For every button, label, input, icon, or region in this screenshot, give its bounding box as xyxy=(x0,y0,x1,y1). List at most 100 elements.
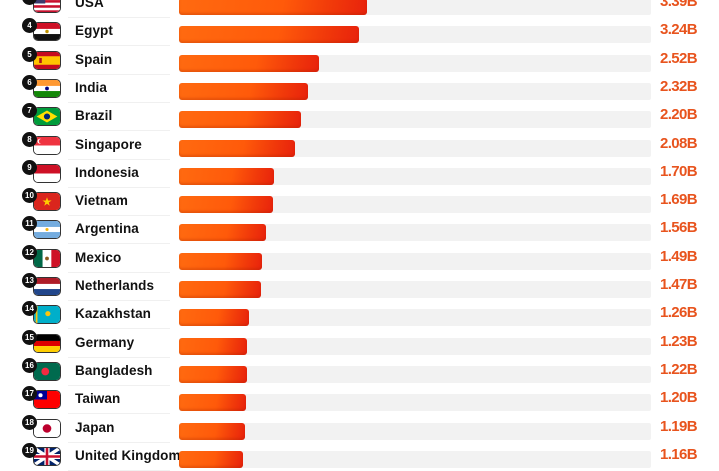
bar xyxy=(179,337,247,355)
row-divider xyxy=(68,158,170,160)
rank-badge: 16 xyxy=(22,357,37,373)
bar xyxy=(179,54,319,72)
bar xyxy=(179,196,273,214)
rank-badge: 13 xyxy=(22,273,37,288)
category-label: Vietnam xyxy=(75,193,128,209)
bar-track xyxy=(179,450,651,468)
chart-row: 3 USA 3.39B xyxy=(0,0,719,18)
spain-flag-icon xyxy=(33,50,61,70)
row-divider xyxy=(68,17,170,18)
bar xyxy=(179,82,308,100)
value-label: 1.26B xyxy=(660,304,698,322)
bar xyxy=(179,309,249,327)
rank-badge: 8 xyxy=(22,131,37,147)
row-divider xyxy=(68,215,170,217)
bar-track xyxy=(179,337,651,355)
bar xyxy=(179,224,266,242)
value-label: 1.19B xyxy=(660,417,698,435)
chart-row: 5 Spain 2.52B xyxy=(0,46,719,75)
bar xyxy=(179,139,295,157)
bar-track xyxy=(179,224,651,242)
category-label: Singapore xyxy=(75,136,142,152)
row-divider xyxy=(68,45,170,47)
rank-badge: 12 xyxy=(22,244,37,260)
value-label: 2.52B xyxy=(660,49,698,67)
chart-row: 8 Singapore 2.08B xyxy=(0,131,719,160)
uk-flag-icon xyxy=(33,446,61,466)
rank-badge: 17 xyxy=(22,386,37,402)
value-label: 1.49B xyxy=(660,247,698,265)
bar xyxy=(179,26,359,44)
category-label: Egypt xyxy=(75,23,114,39)
chart-row: 4 Egypt 3.24B xyxy=(0,18,719,47)
value-label: 1.56B xyxy=(660,219,698,237)
category-label: Japan xyxy=(75,419,115,435)
netherlands-flag-icon xyxy=(33,277,61,296)
chart-row: 17 Taiwan 1.20B xyxy=(0,386,719,415)
mexico-flag-icon xyxy=(33,248,61,268)
category-label: Mexico xyxy=(75,249,122,265)
taiwan-flag-icon xyxy=(33,390,61,410)
category-label: Spain xyxy=(75,51,113,67)
india-flag-icon xyxy=(33,78,61,98)
bar-track xyxy=(179,422,651,440)
category-label: India xyxy=(75,79,108,95)
kazakhstan-flag-icon xyxy=(33,305,61,325)
value-label: 1.22B xyxy=(660,360,698,378)
rank-badge: 19 xyxy=(22,442,37,458)
row-divider xyxy=(68,130,170,132)
bar-track xyxy=(179,196,651,214)
chart-row: 10 Vietnam 1.69B xyxy=(0,188,719,217)
chart-row: 13 Netherlands 1.47B xyxy=(0,273,719,301)
row-divider xyxy=(68,73,170,75)
category-label: Taiwan xyxy=(75,391,121,407)
rank-badge: 11 xyxy=(22,216,37,232)
bar xyxy=(179,252,262,270)
chart-row: 19 United Kingdom 1.16B xyxy=(0,442,719,471)
row-divider xyxy=(68,101,170,103)
rank-badge: 7 xyxy=(22,103,37,119)
chart-row: 15 Germany 1.23B xyxy=(0,329,719,358)
bar-track xyxy=(179,365,651,383)
egypt-flag-icon xyxy=(33,22,61,42)
bar xyxy=(179,394,246,412)
chart-row: 14 Kazakhstan 1.26B xyxy=(0,301,719,330)
value-label: 1.70B xyxy=(660,162,698,180)
chart-row: 6 India 2.32B xyxy=(0,74,719,103)
value-label: 1.69B xyxy=(660,191,698,209)
bar-track xyxy=(179,309,651,327)
category-label: USA xyxy=(75,0,104,10)
rank-badge: 14 xyxy=(22,301,37,317)
rank-badge: 6 xyxy=(22,74,37,90)
singapore-flag-icon xyxy=(33,135,61,155)
bar xyxy=(179,111,301,129)
rank-badge: 3 xyxy=(22,0,37,5)
row-divider xyxy=(68,271,170,273)
row-divider xyxy=(68,328,170,330)
bar-track xyxy=(179,139,651,157)
chart-row: 11 Argentina 1.56B xyxy=(0,216,719,245)
row-divider xyxy=(68,186,170,188)
category-label: United Kingdom xyxy=(75,447,181,463)
value-label: 3.39B xyxy=(660,0,698,10)
rank-badge: 9 xyxy=(22,159,37,175)
bar-track xyxy=(179,281,651,298)
value-label: 2.20B xyxy=(660,106,698,124)
value-label: 2.08B xyxy=(660,134,698,152)
rank-badge: 15 xyxy=(22,329,37,345)
row-divider xyxy=(68,441,170,443)
argentina-flag-icon xyxy=(33,220,61,240)
category-label: Netherlands xyxy=(75,278,155,293)
category-label: Kazakhstan xyxy=(75,306,152,322)
rank-badge: 4 xyxy=(22,18,37,34)
value-label: 3.24B xyxy=(660,21,698,39)
category-label: Argentina xyxy=(75,221,139,237)
bar xyxy=(179,281,261,298)
value-label: 1.20B xyxy=(660,389,698,407)
indonesia-flag-icon xyxy=(33,163,61,183)
brazil-flag-icon xyxy=(33,107,61,127)
value-label: 2.32B xyxy=(660,77,698,95)
category-label: Brazil xyxy=(75,108,113,124)
category-label: Bangladesh xyxy=(75,362,153,378)
